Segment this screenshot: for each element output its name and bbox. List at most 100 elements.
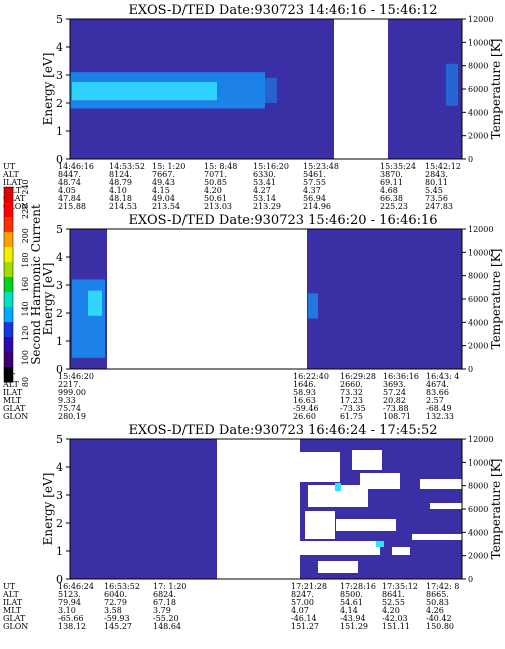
table-cell: 3870. — [380, 170, 403, 179]
table-cell: 15:23:48 — [303, 162, 339, 171]
table-cell: -59.46 — [293, 404, 319, 413]
table-cell: 50.85 — [204, 178, 227, 187]
table-cell: 80.11 — [425, 178, 448, 187]
table-cell: 4.05 — [58, 186, 76, 195]
table-cell: 16:43: 4 — [426, 372, 459, 381]
table-cell: 5.45 — [425, 186, 443, 195]
table-cell: 213.03 — [204, 202, 232, 211]
table-cell: -55.20 — [153, 614, 179, 623]
energy-band-end — [308, 293, 318, 319]
y-tick-label: 3 — [56, 489, 63, 502]
table-cell: 8124. — [109, 170, 132, 179]
y-right-tick-label: 6000 — [468, 505, 488, 514]
table-cell: 16:22:40 — [293, 372, 329, 381]
colorbar-segment — [4, 337, 13, 353]
table-cell: 17: 1:20 — [153, 582, 186, 591]
table-cell: 225.23 — [380, 202, 408, 211]
y-axis-right-label: Temperature [K] — [489, 459, 503, 560]
y-right-tick-label: 8000 — [468, 62, 488, 71]
data-gap — [360, 473, 400, 489]
colorbar-tick-label: 180 — [21, 252, 30, 267]
colorbar-label: Second Harmonic Current — [29, 204, 43, 365]
table-cell: 50.83 — [426, 598, 449, 607]
table-cell: 213.54 — [152, 202, 180, 211]
data-block — [70, 439, 217, 579]
table-cell: 4.14 — [340, 606, 358, 615]
y-axis-right-label: Temperature [K] — [489, 249, 503, 350]
y-axis-right-label: Temperature [K] — [489, 39, 503, 140]
data-gap — [352, 450, 382, 470]
table-cell: 50.61 — [204, 194, 227, 203]
panel-2: EXOS-D/TED Date:930723 15:46:20 - 16:46:… — [2, 213, 503, 421]
table-cell: 15:42:12 — [425, 162, 461, 171]
y-right-tick-label: 10000 — [468, 458, 493, 467]
data-gap — [300, 452, 340, 482]
table-cell: 9.33 — [58, 396, 76, 405]
table-cell: 213.29 — [253, 202, 281, 211]
table-cell: 49.04 — [152, 194, 175, 203]
y-right-tick-label: 6000 — [468, 85, 488, 94]
table-cell: 4.27 — [253, 186, 271, 195]
energy-band-end — [446, 63, 458, 106]
data-gap — [430, 503, 462, 509]
table-cell: 8447. — [58, 170, 81, 179]
y-right-tick-label: 8000 — [468, 272, 488, 281]
data-gap — [300, 541, 380, 555]
table-cell: 15: 1:20 — [152, 162, 185, 171]
table-cell: 20.82 — [383, 396, 406, 405]
table-cell: 7071. — [204, 170, 227, 179]
y-tick-label: 4 — [56, 461, 63, 474]
table-cell: 73.56 — [425, 194, 448, 203]
energy-band-core — [88, 290, 102, 316]
table-cell: 8247. — [291, 590, 314, 599]
table-cell: 6824. — [153, 590, 176, 599]
table-cell: 3.79 — [153, 606, 171, 615]
table-cell: 6040. — [104, 590, 127, 599]
table-cell: 16:29:28 — [340, 372, 376, 381]
table-cell: 14:53:52 — [109, 162, 145, 171]
table-cell: 150.80 — [426, 622, 454, 631]
table-cell: 8665. — [426, 590, 449, 599]
table-cell: 5123. — [58, 590, 81, 599]
y-tick-label: 2 — [56, 97, 63, 110]
table-cell: 17:21:28 — [291, 582, 327, 591]
table-cell: 7667. — [152, 170, 175, 179]
table-cell: -68.49 — [426, 404, 452, 413]
table-cell: 15:16:20 — [253, 162, 289, 171]
data-gap — [420, 479, 462, 489]
table-cell: 151.27 — [291, 622, 319, 631]
y-tick-label: 4 — [56, 41, 63, 54]
colorbar-tick-label: 80 — [21, 377, 30, 387]
y-tick-label: 5 — [56, 433, 63, 446]
y-tick-label: 0 — [56, 363, 63, 376]
table-cell: 48.18 — [109, 194, 132, 203]
table-row-label: ALT — [2, 170, 19, 179]
y-tick-label: 5 — [56, 223, 63, 236]
table-cell: 17:28:16 — [340, 582, 376, 591]
table-row-label: GLON — [3, 622, 28, 631]
y-tick-label: 0 — [56, 573, 63, 586]
table-cell: -43.94 — [340, 614, 366, 623]
table-cell: 138.12 — [58, 622, 86, 631]
y-axis-label: Energy [eV] — [41, 263, 55, 336]
table-cell: 17:42: 8 — [426, 582, 459, 591]
colorbar-segment — [4, 232, 13, 248]
table-row-label: ILAT — [3, 388, 23, 397]
y-right-tick-label: 12000 — [468, 225, 493, 234]
table-cell: 52.55 — [382, 598, 405, 607]
panel-title: EXOS-D/TED Date:930723 14:46:16 - 15:46:… — [128, 3, 437, 18]
table-cell: -40.42 — [426, 614, 452, 623]
table-cell: 2660. — [340, 380, 363, 389]
table-cell: 108.71 — [383, 412, 411, 421]
table-cell: -65.66 — [58, 614, 84, 623]
table-cell: 2843. — [425, 170, 448, 179]
colorbar-frame — [3, 186, 14, 383]
table-cell: 148.64 — [153, 622, 181, 631]
table-cell: 49.43 — [152, 178, 175, 187]
table-row-label: MLT — [3, 606, 22, 615]
table-row-label: GLAT — [3, 614, 26, 623]
table-cell: 4.37 — [303, 186, 321, 195]
table-cell: 2.57 — [426, 396, 444, 405]
y-tick-label: 1 — [56, 335, 63, 348]
